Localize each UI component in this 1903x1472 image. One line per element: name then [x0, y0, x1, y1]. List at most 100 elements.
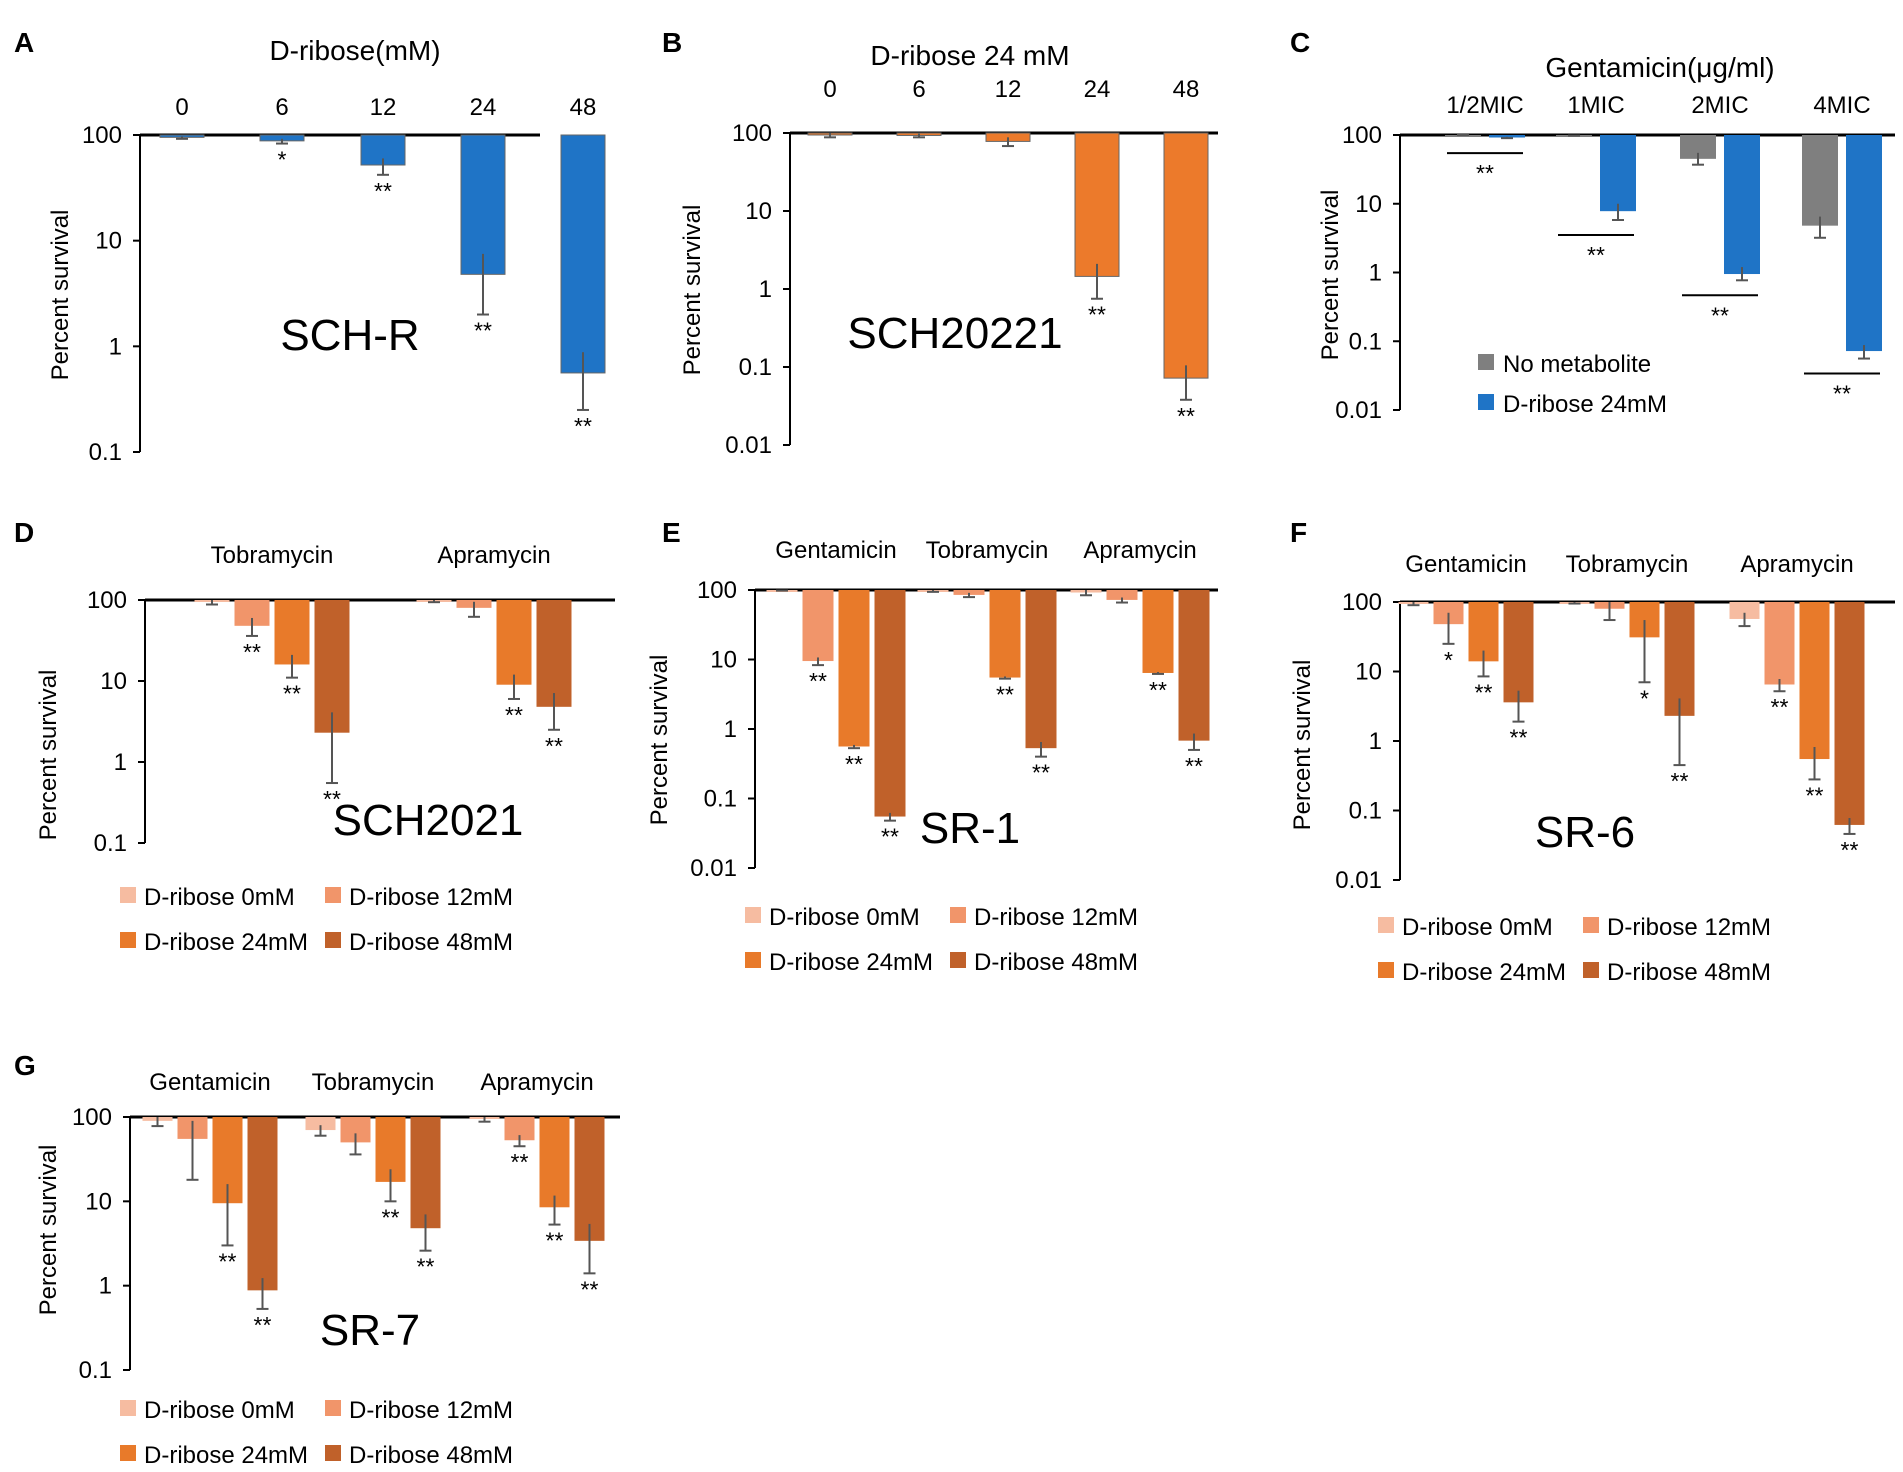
panel-label: E [662, 517, 681, 548]
y-tick-label: 0.1 [1349, 328, 1382, 355]
significance-marker: ** [881, 824, 899, 850]
category-label: 12 [995, 76, 1022, 103]
category-label: Apramycin [1740, 551, 1853, 578]
category-label: Gentamicin [1405, 551, 1526, 578]
bar [989, 590, 1021, 678]
bar [1025, 590, 1057, 749]
legend-label: D-ribose 48mM [974, 949, 1138, 976]
y-tick-label: 0.01 [1335, 867, 1382, 894]
legend-swatch [745, 907, 761, 923]
y-tick-label: 1 [99, 1273, 112, 1300]
significance-marker: ** [1806, 782, 1824, 808]
legend-label: No metabolite [1503, 351, 1651, 378]
y-tick-label: 0.1 [739, 354, 772, 381]
category-label: Apramycin [437, 542, 550, 569]
significance-marker: * [1640, 685, 1649, 711]
legend-swatch [325, 1400, 341, 1416]
significance-marker: ** [1149, 677, 1167, 703]
significance-marker: ** [1671, 768, 1689, 794]
significance-marker: ** [505, 702, 523, 728]
category-label: 24 [1084, 76, 1111, 103]
bar [410, 1117, 441, 1229]
legend-label: D-ribose 24mM [144, 929, 308, 956]
legend-swatch [1478, 354, 1494, 370]
significance-marker: ** [545, 733, 563, 759]
significance-marker: ** [1771, 694, 1789, 720]
category-label: Apramycin [1083, 537, 1196, 564]
legend-swatch [950, 952, 966, 968]
bar [1178, 590, 1210, 741]
legend-swatch [1478, 394, 1494, 410]
significance-marker: ** [845, 751, 863, 777]
y-axis-label: Percent survival [1289, 660, 1316, 831]
legend-label: D-ribose 24mM [1503, 391, 1667, 418]
y-axis-label: Percent survival [679, 205, 706, 376]
bar [1724, 135, 1760, 275]
y-tick-label: 10 [1355, 191, 1382, 218]
significance-marker: ** [323, 786, 341, 812]
significance-marker: ** [1476, 160, 1494, 186]
legend-swatch [950, 907, 966, 923]
legend-swatch [120, 887, 136, 903]
bar [305, 1117, 336, 1131]
category-label: Tobramycin [926, 537, 1049, 564]
category-label: Tobramycin [211, 542, 334, 569]
bar [1680, 135, 1716, 159]
legend-label: D-ribose 12mM [974, 904, 1138, 931]
category-label: 4MIC [1813, 92, 1870, 119]
y-axis-label: Percent survival [35, 670, 62, 841]
bar [1142, 590, 1174, 673]
legend-swatch [1378, 962, 1394, 978]
category-label: 2MIC [1691, 92, 1748, 119]
legend-swatch [325, 1445, 341, 1461]
strain-label: SR-7 [320, 1306, 420, 1355]
category-label: 1MIC [1567, 92, 1624, 119]
y-tick-label: 1 [109, 333, 122, 360]
bar [274, 600, 310, 665]
panel-label: G [14, 1050, 36, 1081]
panel-d: D 100 10 1 0.1 Percent survival Tobramycin Apra… [14, 517, 615, 956]
category-label: 1/2MIC [1446, 92, 1523, 119]
panel-label: F [1290, 517, 1307, 548]
bar [953, 590, 985, 595]
significance-marker: ** [574, 413, 592, 439]
category-label: Tobramycin [1566, 551, 1689, 578]
bar [1106, 590, 1138, 600]
legend-label: D-ribose 12mM [1607, 914, 1771, 941]
y-tick-label: 0.01 [690, 855, 737, 882]
significance-marker: ** [546, 1228, 564, 1254]
significance-marker: ** [1711, 302, 1729, 328]
panel-title: Gentamicin(μg/ml) [1545, 52, 1774, 83]
bar [1489, 135, 1525, 138]
bar [574, 1117, 605, 1241]
y-tick-label: 0.1 [89, 439, 122, 466]
significance-marker: ** [996, 682, 1014, 708]
legend-swatch [1378, 917, 1394, 933]
category-label: 0 [823, 76, 836, 103]
significance-marker: ** [1833, 381, 1851, 407]
significance-marker: ** [1841, 837, 1859, 863]
bar [802, 590, 834, 662]
category-label: 0 [175, 94, 188, 121]
category-label: Gentamicin [775, 537, 896, 564]
significance-marker: ** [809, 668, 827, 694]
panel-label: C [1290, 27, 1310, 58]
strain-label: SR-6 [1535, 808, 1635, 857]
y-tick-label: 0.01 [725, 432, 772, 459]
y-axis-label: Percent survival [47, 210, 74, 381]
legend-label: D-ribose 0mM [144, 884, 295, 911]
y-tick-label: 100 [87, 587, 127, 614]
bar [1802, 135, 1838, 226]
significance-marker: ** [243, 639, 261, 665]
significance-marker: ** [283, 681, 301, 707]
significance-marker: ** [474, 318, 492, 344]
bar [247, 1117, 278, 1291]
legend-swatch [325, 887, 341, 903]
panel-f: F 100 10 1 0.1 0.01 Percent survival Gentamicin… [1289, 517, 1895, 986]
bar [1764, 602, 1795, 685]
bar [1846, 135, 1882, 352]
significance-marker: ** [1587, 242, 1605, 268]
y-axis-label: Percent survival [35, 1145, 62, 1316]
panel-g: G 100 10 1 0.1 Percent survival Gentamicin Tobr… [14, 1050, 620, 1469]
